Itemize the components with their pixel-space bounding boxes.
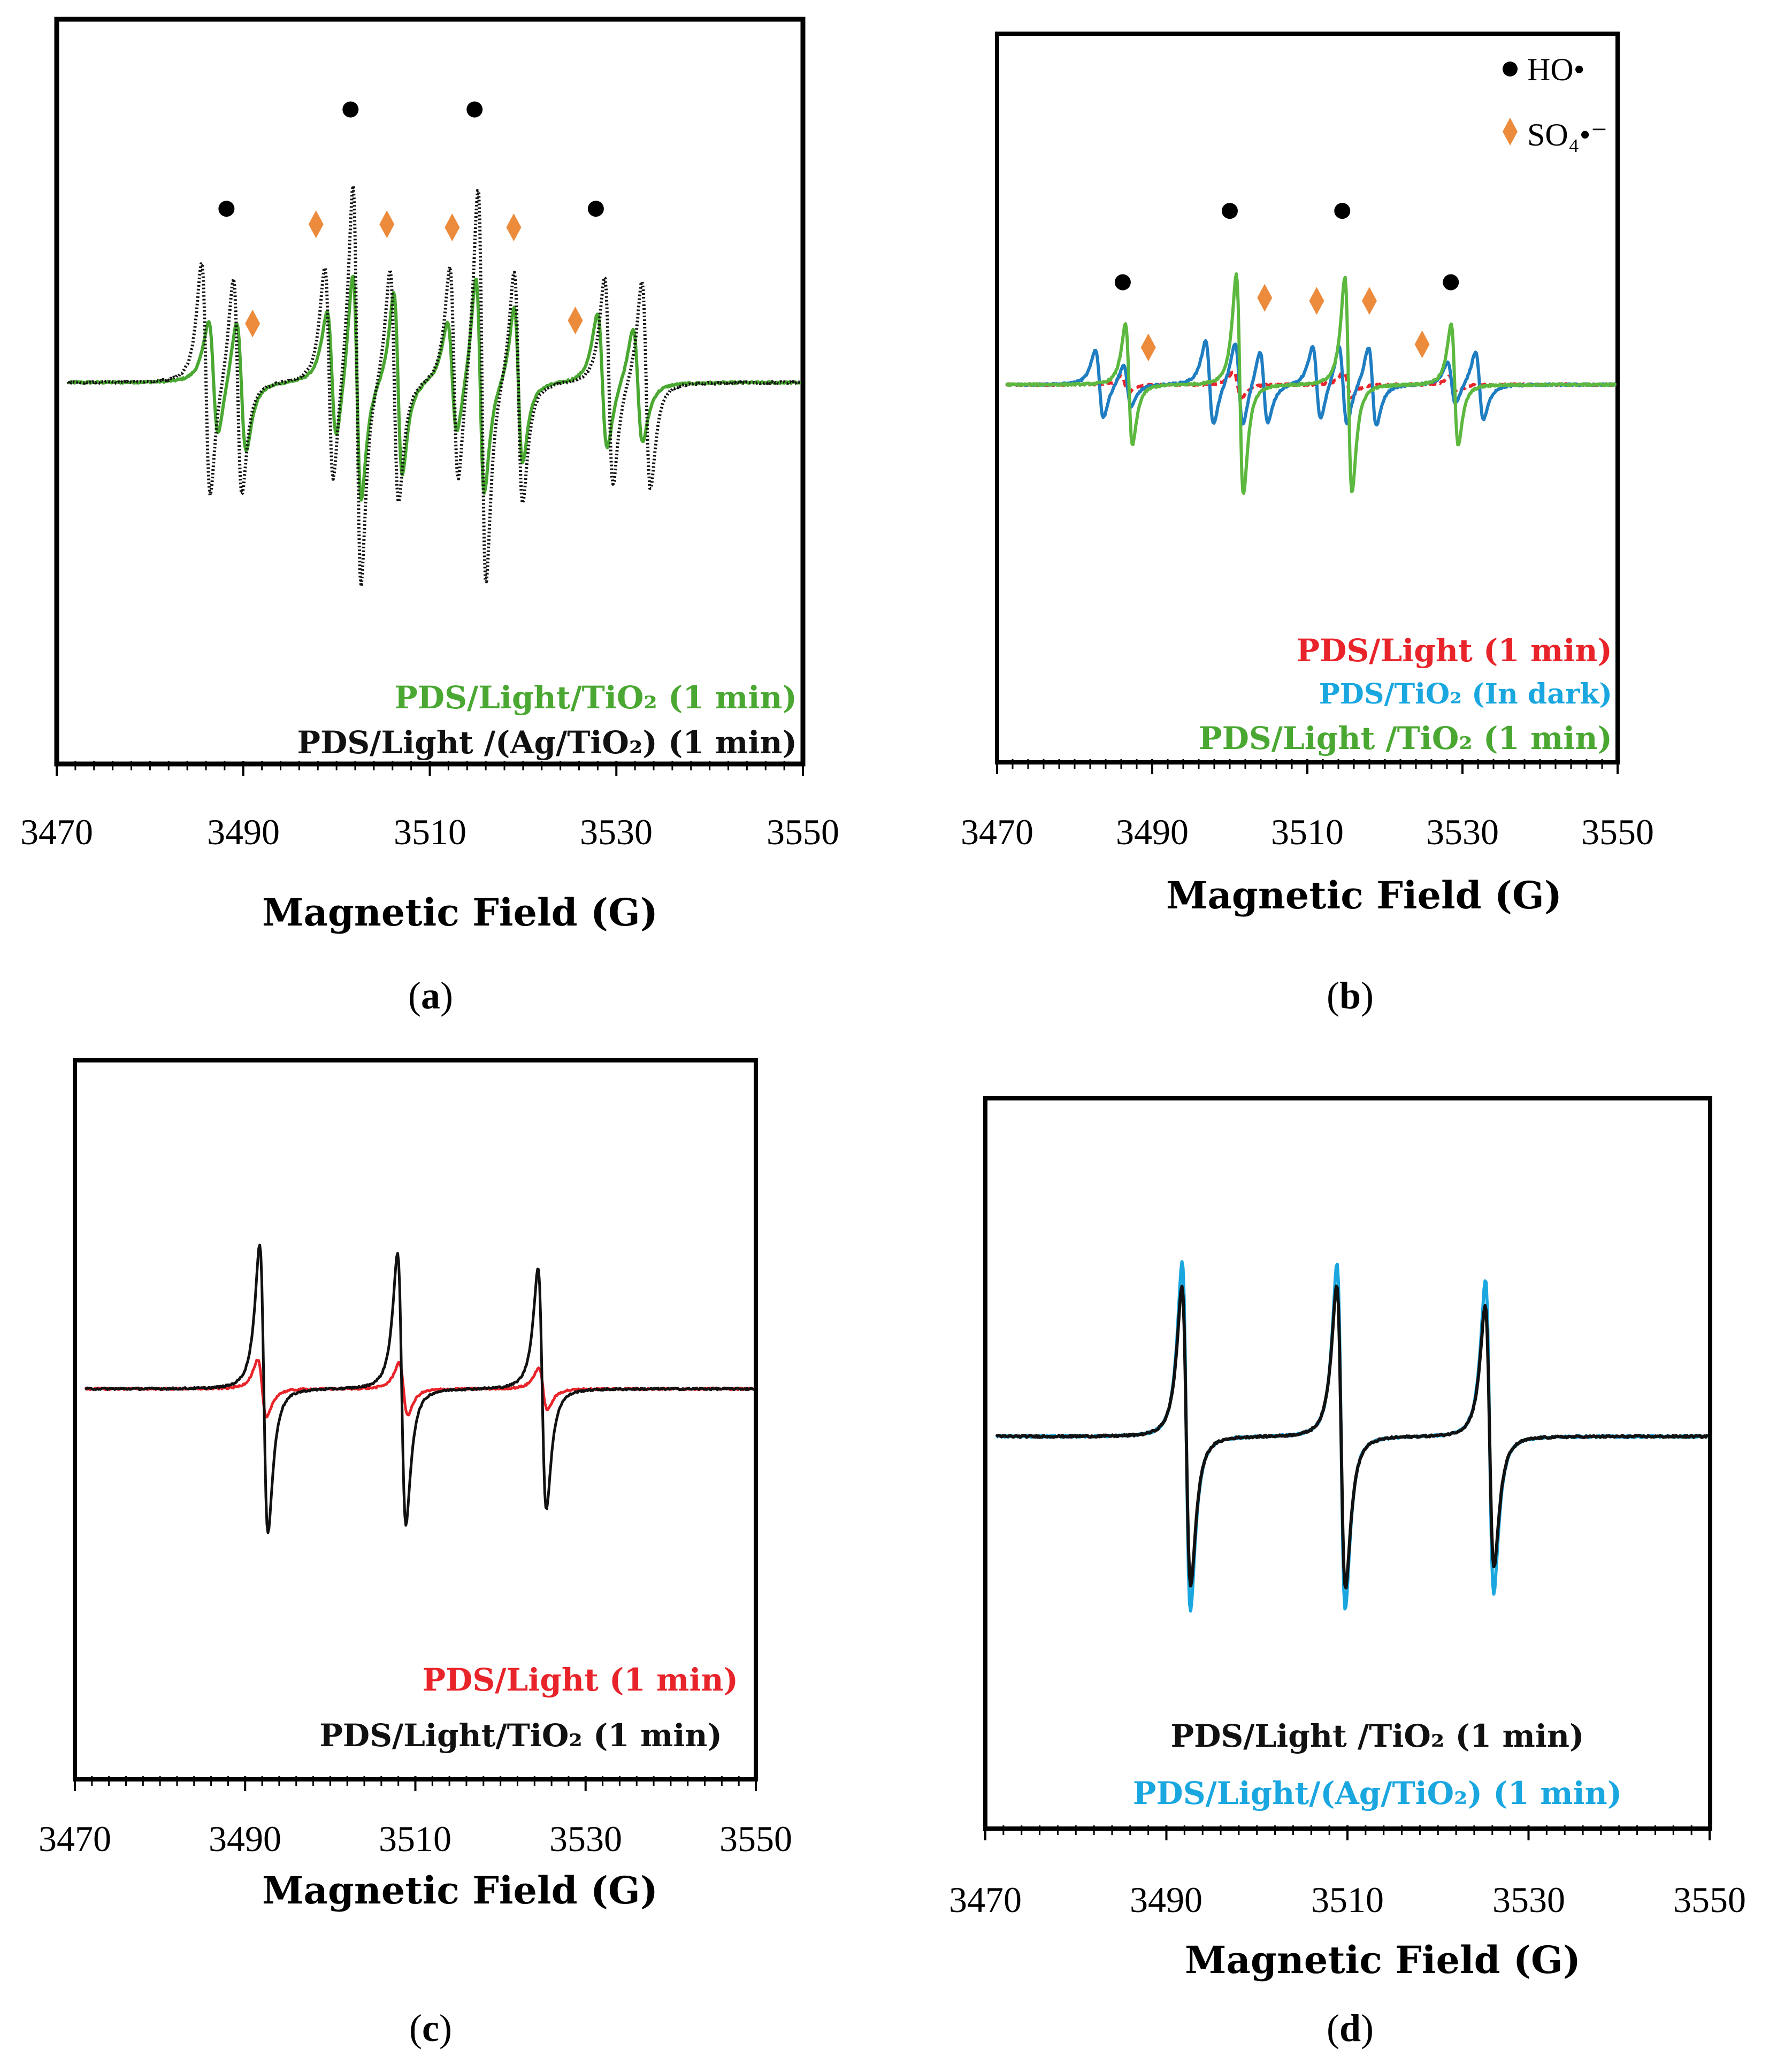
markers-a (218, 101, 604, 338)
caption-a: (a) (408, 974, 453, 1017)
tick-label-a-3: 3530 (580, 812, 653, 852)
so4-radical-legend-diamond (1503, 118, 1518, 146)
ticks-d (984, 1825, 1711, 1840)
caption-letter-b: b (1339, 974, 1361, 1017)
tick-label-d-4: 3550 (1673, 1879, 1746, 1920)
caption-d: (d) (1327, 2007, 1374, 2050)
series-group-d (995, 1260, 1710, 1613)
series-a-0 (67, 274, 802, 502)
ticks-a (56, 761, 804, 776)
legend-a-0: PDS/Light/TiO₂ (1 min) (394, 679, 797, 716)
tick-label-c-3: 3530 (549, 1818, 622, 1859)
so4-radical-marker-b-7 (1362, 287, 1377, 315)
ho-radical-legend-dot (1503, 62, 1518, 77)
so4-radical-marker-a-4 (245, 309, 261, 338)
caption-letter-a: a (421, 974, 440, 1017)
caption-b: (b) (1327, 974, 1374, 1017)
tick-label-a-4: 3550 (767, 812, 839, 852)
tick-label-c-2: 3510 (379, 1818, 451, 1859)
so4-radical-marker-a-6 (379, 210, 395, 239)
tick-label-b-0: 3470 (961, 812, 1033, 852)
so4-radical-marker-a-5 (308, 210, 324, 239)
tick-label-d-3: 3530 (1492, 1879, 1565, 1920)
so4-radical-marker-a-7 (445, 213, 460, 241)
so4-radical-marker-a-9 (568, 307, 583, 334)
caption-letter-d: d (1339, 2007, 1361, 2050)
tick-label-b-4: 3550 (1581, 812, 1654, 852)
ho-radical-marker-a-0 (218, 201, 235, 217)
legend-b-1: PDS/TiO₂ (In dark) (1319, 678, 1612, 710)
so4-radical-marker-b-6 (1309, 287, 1324, 315)
legend-c-0: PDS/Light (1 min) (422, 1662, 738, 1698)
legend-b-2: PDS/Light /TiO₂ (1 min) (1199, 720, 1612, 756)
series-a-1 (66, 184, 802, 588)
ticks-c (74, 1776, 757, 1791)
tick-label-b-1: 3490 (1116, 812, 1189, 852)
tick-label-c-4: 3550 (719, 1818, 792, 1859)
tick-label-a-2: 3510 (394, 812, 466, 852)
series-c-1 (85, 1243, 755, 1534)
panel-d: 3470 3490 3510 3530 3550 Magnetic Field … (949, 1096, 1746, 2050)
tick-label-d-0: 3470 (949, 1879, 1022, 1920)
caption-letter-c: c (422, 2007, 439, 2050)
caption-c: (c) (409, 2007, 452, 2050)
legend-d-0: PDS/Light /TiO₂ (1 min) (1170, 1718, 1584, 1754)
series-group-a (66, 184, 802, 588)
ho-radical-legend-label: HO• (1527, 52, 1585, 87)
ho-radical-marker-b-3 (1443, 274, 1459, 290)
series-b-2 (1005, 272, 1617, 495)
ho-radical-marker-a-3 (587, 201, 604, 217)
x-axis-title-d: Magnetic Field (G) (1185, 1938, 1581, 1982)
markers-b (1114, 203, 1459, 362)
tick-label-d-1: 3490 (1130, 1879, 1202, 1920)
legend-d-1: PDS/Light/(Ag/TiO₂) (1 min) (1133, 1775, 1622, 1811)
tick-label-c-0: 3470 (39, 1818, 111, 1859)
so4-radical-marker-b-4 (1140, 333, 1156, 362)
marker-legend-b: HO• SO₄•⁻ (1503, 52, 1607, 152)
tick-label-a-1: 3490 (207, 812, 280, 852)
so4-radical-marker-a-8 (506, 213, 522, 241)
so4-radical-marker-b-8 (1414, 330, 1430, 358)
panel-a: 3470 3490 3510 3530 3550 Magnetic Field … (20, 17, 839, 1017)
x-axis-title-b: Magnetic Field (G) (1166, 873, 1562, 918)
ho-radical-marker-b-0 (1114, 274, 1131, 290)
ho-radical-marker-a-1 (342, 101, 359, 118)
series-d-1 (995, 1285, 1710, 1590)
x-axis-title-a: Magnetic Field (G) (262, 890, 658, 935)
ho-radical-marker-b-1 (1222, 203, 1238, 219)
tick-label-a-0: 3470 (20, 812, 93, 852)
tick-label-c-1: 3490 (209, 1818, 281, 1859)
panel-c: 3470 3490 3510 3530 3550 Magnetic Field … (39, 1058, 792, 2050)
series-group-c (84, 1243, 755, 1534)
so4-radical-marker-b-5 (1257, 284, 1273, 312)
series-group-b (1005, 272, 1617, 495)
ticks-b (996, 759, 1619, 774)
legend-c-1: PDS/Light/TiO₂ (1 min) (319, 1717, 722, 1754)
ho-radical-marker-b-2 (1334, 203, 1351, 219)
tick-label-b-3: 3530 (1426, 812, 1499, 852)
x-axis-title-c: Magnetic Field (G) (262, 1868, 658, 1913)
panel-b: HO• SO₄•⁻ 3470 3490 3510 3530 3550 Magne… (961, 32, 1654, 1017)
plot-frame-a (54, 17, 806, 767)
so4-radical-legend-label: SO₄•⁻ (1527, 117, 1607, 152)
tick-label-d-2: 3510 (1311, 1879, 1384, 1920)
tick-label-b-2: 3510 (1271, 812, 1344, 852)
ho-radical-marker-a-2 (466, 101, 483, 118)
legend-b-0: PDS/Light (1 min) (1296, 632, 1612, 669)
legend-a-1: PDS/Light /(Ag/TiO₂) (1 min) (297, 724, 797, 761)
